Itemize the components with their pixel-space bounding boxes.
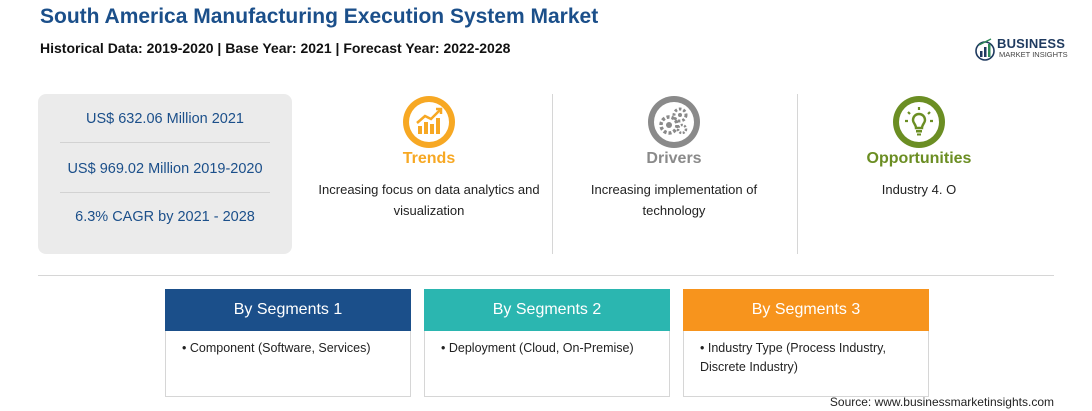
column-divider xyxy=(797,94,798,254)
page-title: South America Manufacturing Execution Sy… xyxy=(40,5,599,28)
feature-title-trends: Trends xyxy=(402,150,456,167)
stat-divider xyxy=(60,142,270,143)
column-divider xyxy=(552,94,553,254)
segment-card-3: By Segments 3 • Industry Type (Process I… xyxy=(683,289,929,397)
lightbulb-icon xyxy=(893,96,945,148)
segment-title-3: By Segments 3 xyxy=(683,289,929,331)
trend-chart-icon xyxy=(403,96,455,148)
segment-title-2: By Segments 2 xyxy=(424,289,670,331)
feature-description-drivers: Increasing implementation of technology xyxy=(590,182,758,218)
segment-item: Industry Type (Process Industry, Discret… xyxy=(700,341,886,374)
market-stats-panel: US$ 632.06 Million 2021 US$ 969.02 Milli… xyxy=(38,94,292,254)
feature-title-opportunities: Opportunities xyxy=(866,150,972,167)
feature-title-drivers: Drivers xyxy=(646,150,702,167)
segment-items-2: • Deployment (Cloud, On-Premise) xyxy=(441,341,634,355)
segment-title-1: By Segments 1 xyxy=(165,289,411,331)
logo-name: BUSINESS xyxy=(997,36,1066,51)
stat-market-size-historical: US$ 969.02 Million 2019-2020 xyxy=(67,161,263,177)
feature-description-trends: Increasing focus on data analytics and v… xyxy=(318,182,540,218)
page-subtitle: Historical Data: 2019-2020 | Base Year: … xyxy=(40,40,511,56)
source-citation: Source: www.businessmarketinsights.com xyxy=(829,395,1054,409)
segment-item: Component (Software, Services) xyxy=(189,341,371,355)
gears-icon xyxy=(648,96,700,148)
business-market-insights-logo: BUSINESS MARKET INSIGHTS xyxy=(975,36,1085,62)
stat-divider xyxy=(60,192,270,193)
segment-items-3: • Industry Type (Process Industry, Discr… xyxy=(700,341,886,374)
logo-tagline: MARKET INSIGHTS xyxy=(999,50,1068,59)
segment-card-2: By Segments 2 • Deployment (Cloud, On-Pr… xyxy=(424,289,670,397)
segment-item: Deployment (Cloud, On-Premise) xyxy=(448,341,634,355)
stat-market-size-2021: US$ 632.06 Million 2021 xyxy=(86,111,244,127)
segment-card-1: By Segments 1 • Component (Software, Ser… xyxy=(165,289,411,397)
feature-description-opportunities: Industry 4. O xyxy=(881,182,957,197)
section-divider xyxy=(38,275,1054,276)
logo-globe-icon xyxy=(975,38,995,61)
stat-cagr: 6.3% CAGR by 2021 - 2028 xyxy=(75,209,255,225)
segment-items-1: • Component (Software, Services) xyxy=(182,341,371,355)
